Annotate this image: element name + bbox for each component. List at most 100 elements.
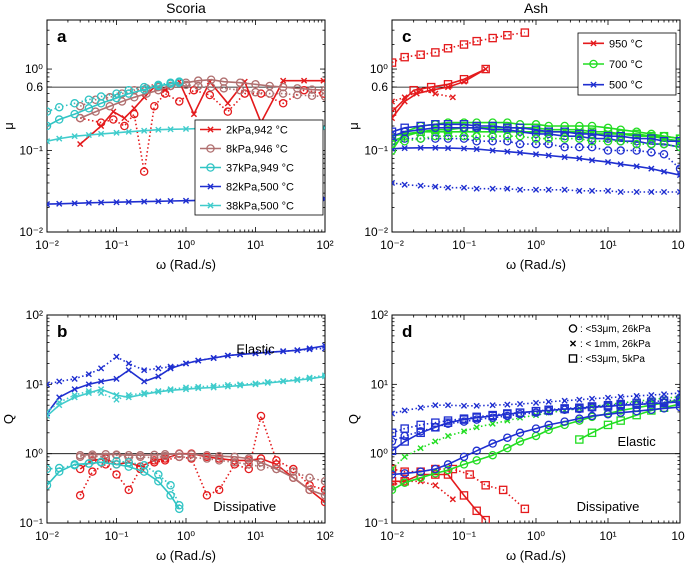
data-point [189,85,199,95]
y-tick-label: 10⁰ [370,447,388,461]
data-point [675,402,680,412]
data-point [306,374,313,381]
data-point [77,140,84,148]
data-point [515,139,525,149]
data-point [503,123,512,133]
data-point [648,391,655,399]
data-point [472,121,481,131]
data-point [459,120,469,129]
data-point [167,386,174,393]
data-point [443,44,453,53]
data-point [167,197,174,205]
data-point [460,184,468,191]
y-tick-label: 10⁰ [25,62,43,76]
data-point [489,147,496,154]
data-point [136,452,145,462]
data-point [139,82,149,92]
data-point [47,408,51,416]
data-point [392,107,397,116]
data-point [489,420,496,427]
data-point [676,389,680,397]
data-point [109,115,118,124]
data-point [472,456,481,465]
legend-label: 500 °C [609,80,643,92]
data-point [504,148,511,155]
data-point [101,450,110,459]
data-point [659,150,669,159]
data-point [488,450,497,460]
data-point [659,398,669,407]
data-point [256,462,266,471]
data-point [481,64,490,74]
data-point [187,450,196,459]
data-point [84,95,94,104]
data-point [235,85,245,95]
data-point [575,134,584,143]
data-point [633,188,640,196]
data-point [444,402,452,409]
data-point [416,121,425,131]
data-point [503,30,512,40]
series-line [392,473,487,521]
data-point [544,134,553,143]
data-point [121,115,128,122]
data-point [444,145,452,152]
data-point [587,134,597,143]
data-point [531,125,541,134]
data-point [587,411,597,421]
data-point [47,464,52,474]
series-line [392,89,453,103]
data-point [504,401,511,408]
data-point [503,131,512,141]
data-point [202,491,212,500]
data-point [256,458,266,467]
data-point [167,126,174,133]
data-point [616,146,625,155]
x-tick-label: 10² [316,529,333,543]
data-point [219,84,229,93]
data-point [392,437,397,446]
data-point [155,126,162,133]
data-point [321,373,325,380]
data-point [503,409,512,418]
data-point [56,394,63,401]
data-point [320,485,325,495]
data-point [252,380,259,387]
x-tick-label: 10¹ [247,529,264,543]
data-point [676,171,680,179]
data-point [603,402,613,411]
data-point [224,381,231,389]
data-point [431,418,440,427]
data-point [85,381,92,388]
data-point [560,142,569,152]
legend-marker [206,144,215,153]
data-point [400,478,409,488]
data-point [392,58,397,67]
x-axis-label: ω (Rad./s) [506,257,566,272]
x-tick-label: 10⁰ [177,238,195,252]
data-point [251,80,260,89]
data-point [167,363,174,370]
data-point [532,399,540,406]
y-tick-label: 10¹ [26,377,43,391]
data-point [416,420,425,430]
data-point [443,80,453,89]
data-point [214,451,224,461]
data-point [659,139,669,149]
data-point [488,131,497,141]
data-point [278,82,288,92]
data-point [56,399,63,406]
data-point [113,129,120,136]
data-point [289,467,298,476]
data-point [676,188,680,196]
data-point [544,406,553,416]
data-point [91,107,100,116]
y-tick-label: 10⁰ [25,447,43,461]
y-tick-label: 10² [371,308,388,322]
data-point [459,452,469,462]
data-point [675,142,680,152]
data-point [187,453,196,462]
data-point [532,151,540,158]
data-point [141,391,148,398]
data-point [515,123,525,133]
